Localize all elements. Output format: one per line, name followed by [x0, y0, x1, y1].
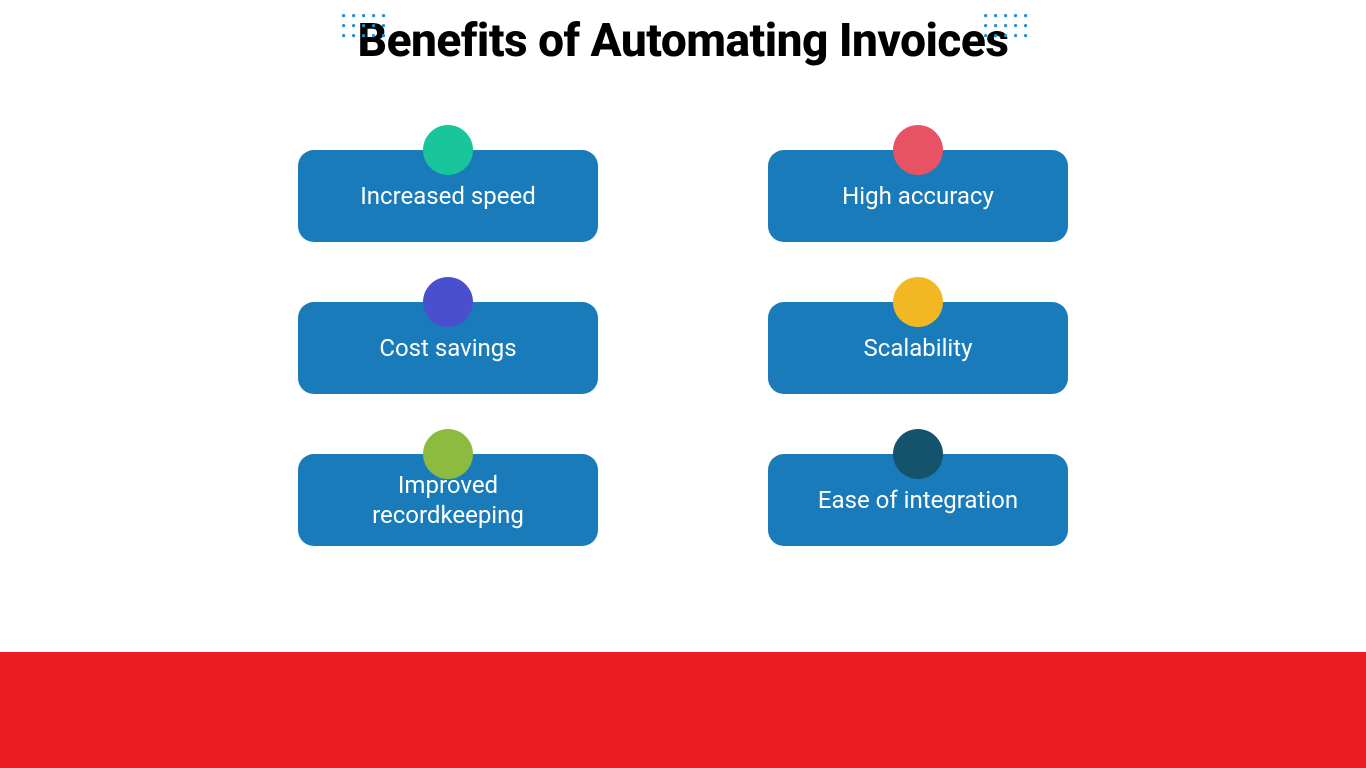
benefit-circle-icon	[423, 277, 473, 327]
benefit-label: Ease of integration	[818, 485, 1018, 515]
benefit-circle-icon	[423, 125, 473, 175]
benefit-label: Cost savings	[379, 333, 516, 363]
benefit-card: High accuracy	[768, 150, 1068, 242]
benefit-circle-icon	[893, 125, 943, 175]
benefit-label: Increased speed	[360, 181, 536, 211]
footer-band	[0, 652, 1366, 768]
benefit-label: High accuracy	[842, 181, 994, 211]
benefit-card: Cost savings	[298, 302, 598, 394]
benefit-label: Improved recordkeeping	[326, 470, 570, 530]
page-title: Benefits of Automating Invoices	[358, 14, 1009, 68]
benefit-circle-icon	[423, 429, 473, 479]
benefit-card: Increased speed	[298, 150, 598, 242]
benefit-circle-icon	[893, 277, 943, 327]
benefits-grid: Increased speed Cost savings Improved reco…	[0, 150, 1366, 648]
benefit-card: Scalability	[768, 302, 1068, 394]
benefits-column-left: Increased speed Cost savings Improved reco…	[298, 150, 598, 648]
benefit-card: Ease of integration	[768, 454, 1068, 546]
title-container: Benefits of Automating Invoices	[0, 14, 1366, 68]
benefit-card: Improved recordkeeping	[298, 454, 598, 546]
benefit-label: Scalability	[864, 333, 973, 363]
benefits-column-right: High accuracy Scalability Ease of integrat…	[768, 150, 1068, 648]
benefit-circle-icon	[893, 429, 943, 479]
